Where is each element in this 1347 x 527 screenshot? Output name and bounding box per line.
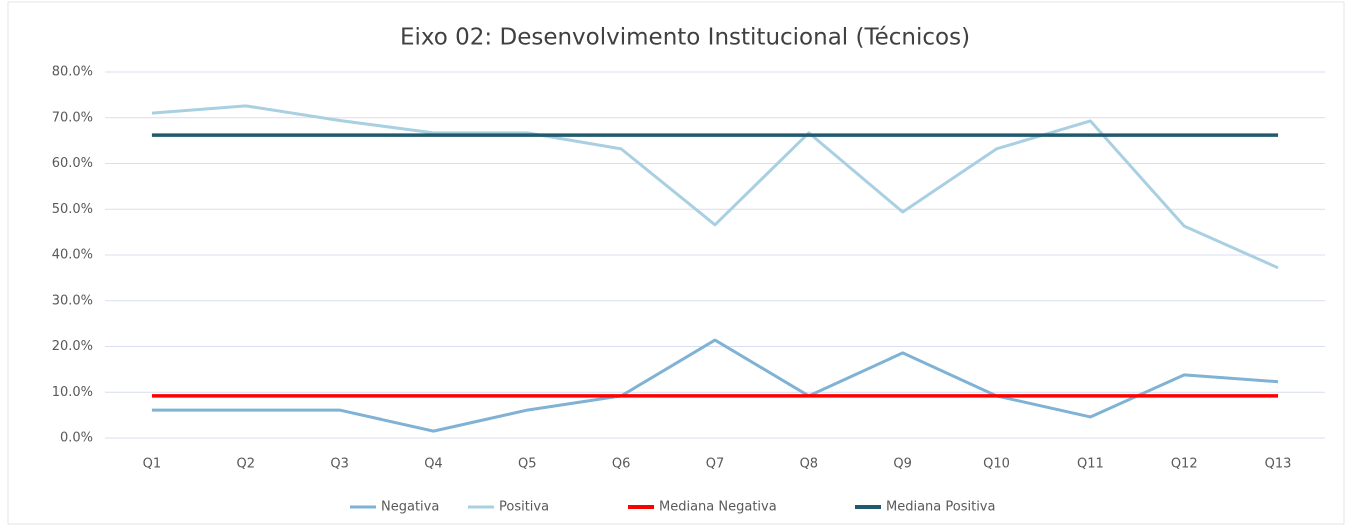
x-tick-label: Q3 xyxy=(330,457,349,472)
x-tick-label: Q8 xyxy=(800,457,819,472)
legend-label: Negativa xyxy=(381,500,439,515)
x-tick-label: Q9 xyxy=(893,457,912,472)
x-tick-label: Q1 xyxy=(143,457,162,472)
x-tick-label: Q13 xyxy=(1265,457,1292,472)
y-tick-label: 80.0% xyxy=(52,65,93,80)
x-tick-label: Q6 xyxy=(612,457,631,472)
x-tick-label: Q11 xyxy=(1077,457,1104,472)
legend-label: Positiva xyxy=(499,500,549,515)
y-tick-label: 0.0% xyxy=(60,431,93,446)
series-line xyxy=(151,104,1279,270)
chart-border xyxy=(7,1,1345,525)
x-tick-label: Q4 xyxy=(424,457,443,472)
y-tick-label: 70.0% xyxy=(52,110,93,125)
y-tick-label: 20.0% xyxy=(52,339,93,354)
x-tick-label: Q2 xyxy=(237,457,256,472)
x-tick-label: Q7 xyxy=(706,457,725,472)
y-tick-label: 10.0% xyxy=(52,385,93,400)
x-tick-label: Q5 xyxy=(518,457,537,472)
y-tick-label: 60.0% xyxy=(52,156,93,171)
x-tick-label: Q10 xyxy=(983,457,1010,472)
legend-label: Mediana Negativa xyxy=(659,500,777,515)
chart-title: Eixo 02: Desenvolvimento Institucional (… xyxy=(400,25,970,51)
y-tick-label: 50.0% xyxy=(52,202,93,217)
legend-label: Mediana Positiva xyxy=(886,500,995,515)
y-tick-label: 40.0% xyxy=(52,248,93,263)
y-tick-label: 30.0% xyxy=(52,293,93,308)
series-line xyxy=(151,338,1279,433)
x-tick-label: Q12 xyxy=(1171,457,1198,472)
